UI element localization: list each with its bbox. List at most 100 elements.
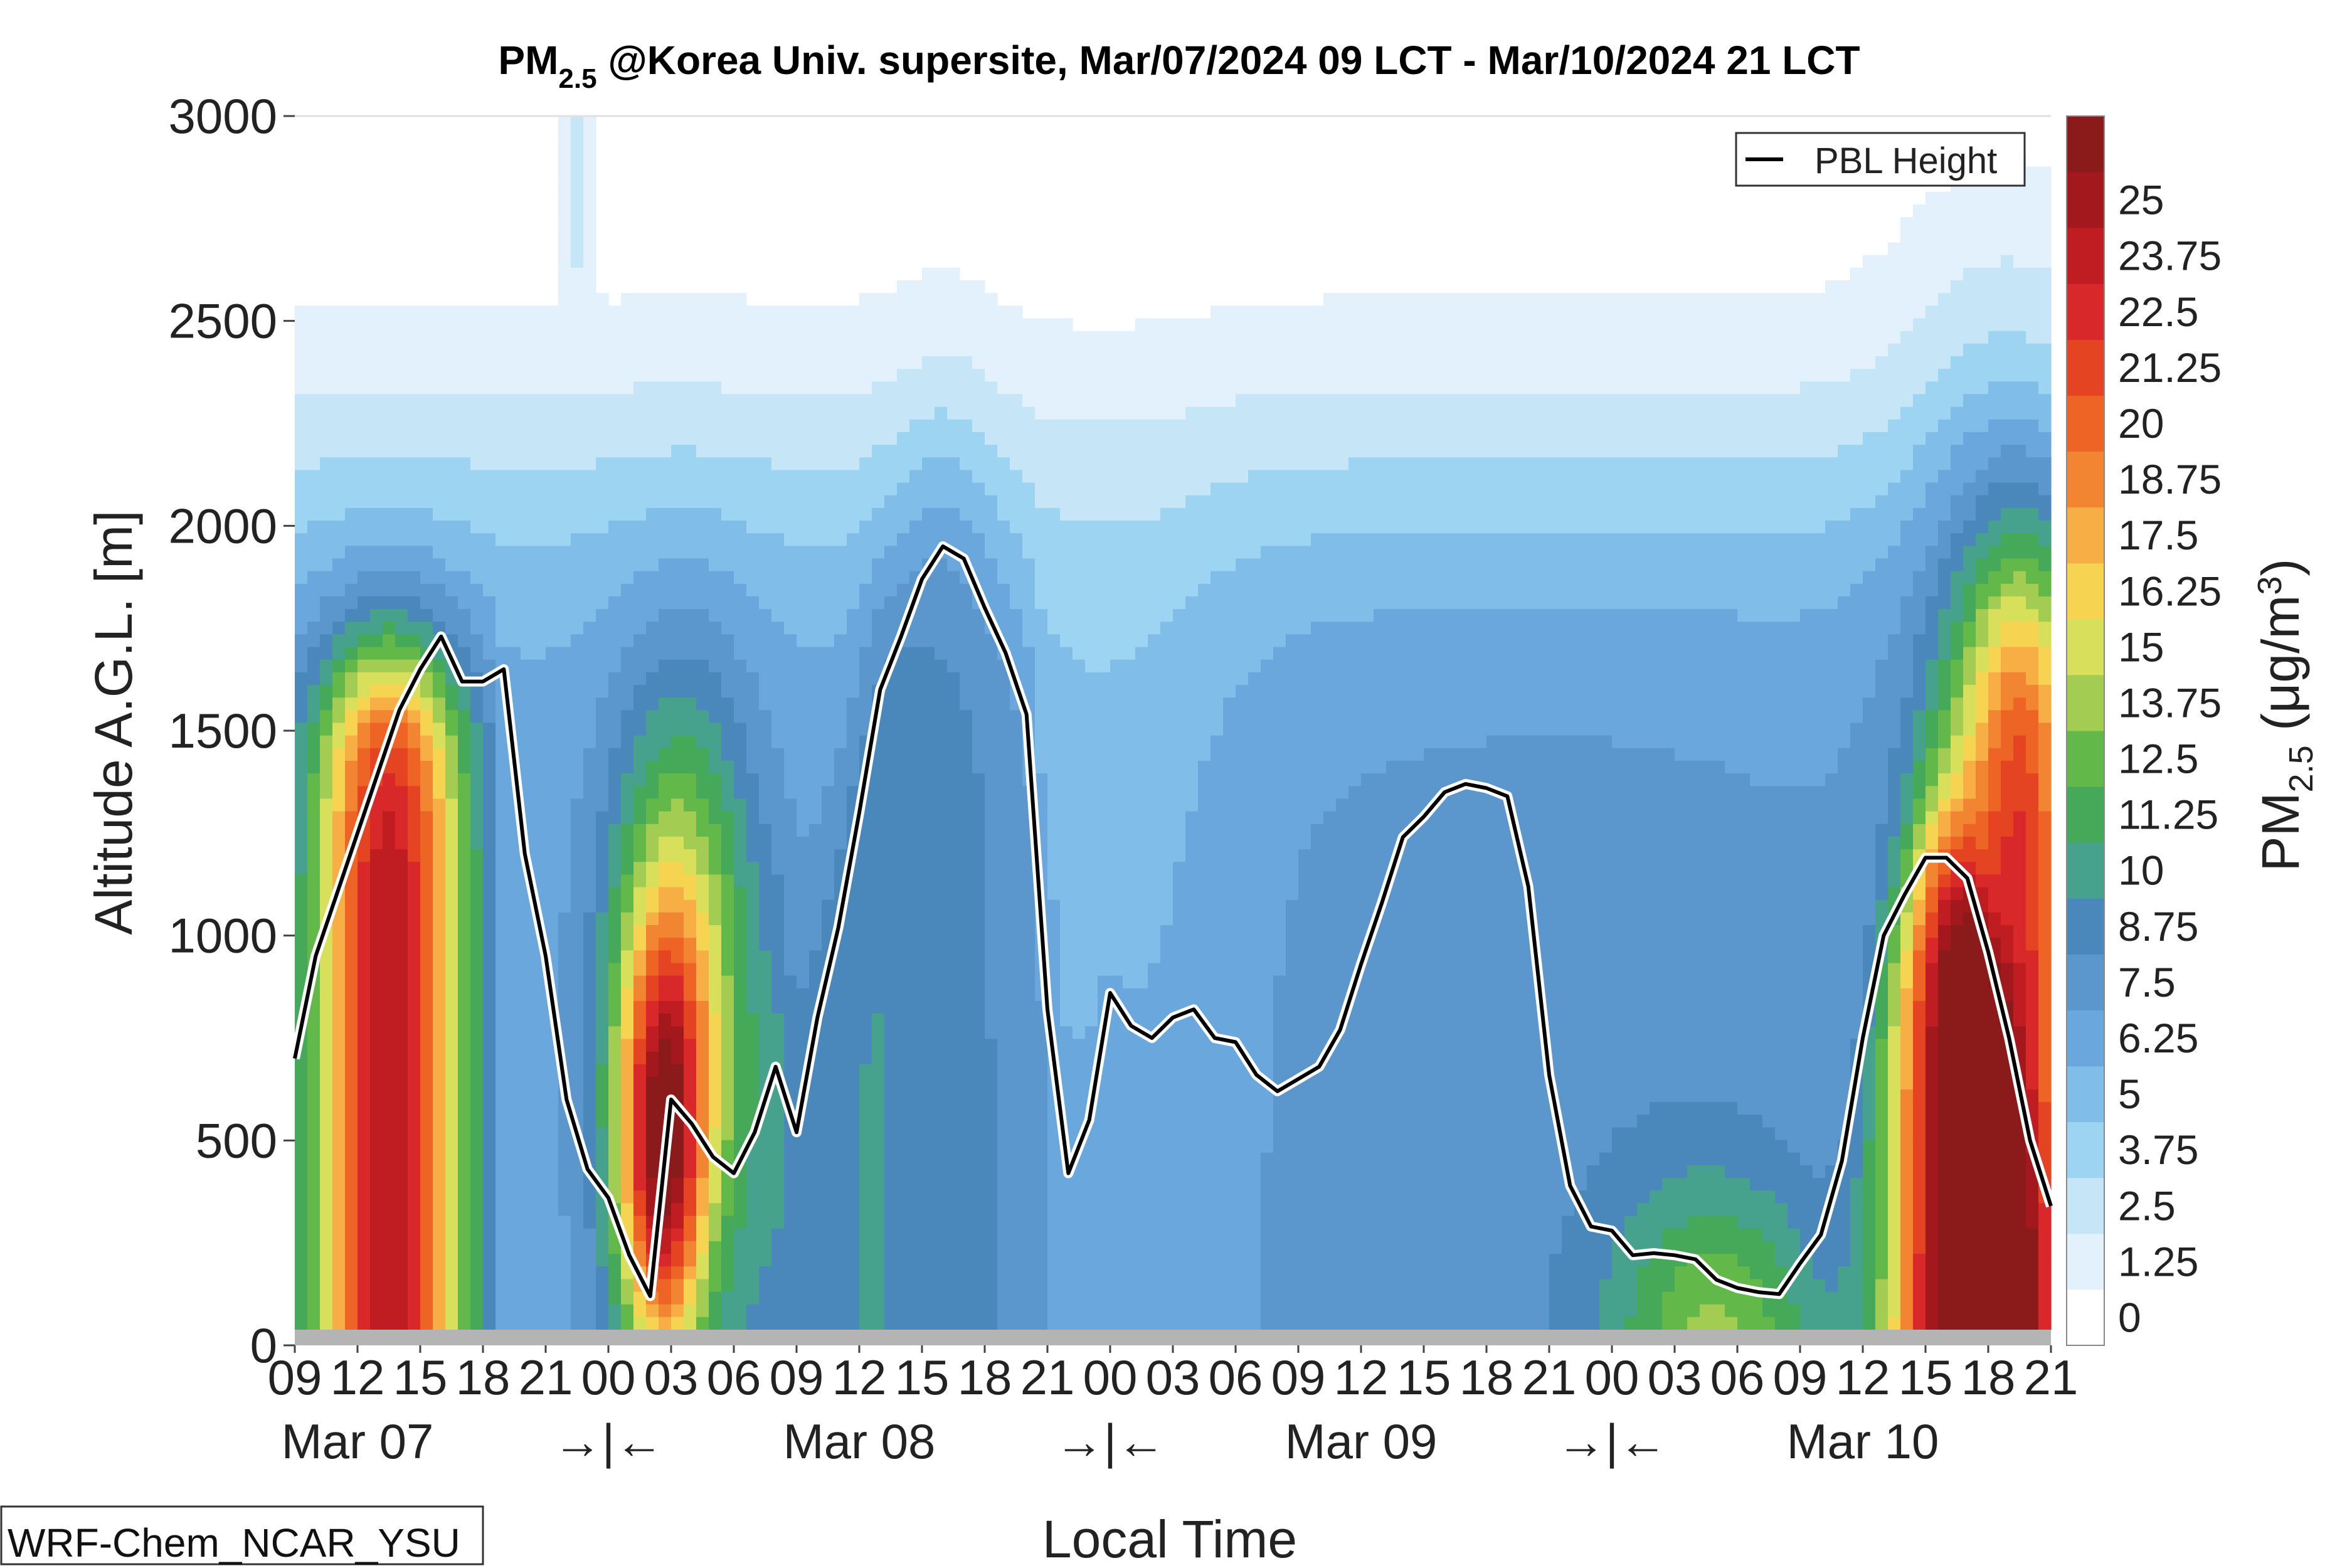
contour-cell	[696, 761, 709, 774]
contour-cell	[696, 748, 709, 761]
contour-cell	[684, 419, 697, 433]
contour-cell	[684, 862, 697, 875]
contour-cell	[684, 1076, 697, 1090]
contour-cell	[884, 811, 898, 825]
contour-cell	[922, 1152, 935, 1166]
contour-cell	[997, 356, 1010, 369]
contour-cell	[696, 609, 709, 622]
contour-cell	[1022, 445, 1036, 458]
contour-cell	[433, 672, 446, 686]
contour-cell	[433, 369, 446, 382]
contour-cell	[1047, 571, 1061, 585]
contour-cell	[320, 381, 333, 395]
contour-cell	[633, 1076, 647, 1090]
contour-cell	[558, 495, 571, 509]
contour-cell	[571, 710, 584, 724]
contour-cell	[721, 356, 734, 369]
contour-cell	[784, 1014, 797, 1027]
contour-cell	[307, 697, 320, 711]
contour-cell	[558, 394, 571, 408]
contour-cell	[1022, 1152, 1036, 1166]
contour-cell	[571, 1254, 584, 1267]
contour-cell	[847, 1228, 860, 1242]
contour-cell	[533, 546, 546, 559]
contour-cell	[834, 596, 847, 610]
contour-cell	[671, 925, 684, 938]
contour-cell	[358, 521, 371, 534]
contour-cell	[508, 558, 521, 572]
contour-cell	[909, 381, 923, 395]
contour-cell	[495, 824, 509, 837]
contour-cell	[458, 824, 471, 837]
contour-cell	[633, 495, 647, 509]
contour-cell	[859, 824, 872, 837]
contour-cell	[508, 988, 521, 1002]
contour-cell	[859, 533, 872, 546]
contour-cell	[709, 356, 722, 369]
contour-cell	[822, 470, 835, 484]
contour-cell	[709, 887, 722, 901]
contour-cell	[383, 836, 396, 850]
contour-cell	[909, 672, 923, 686]
contour-cell	[370, 735, 383, 749]
contour-cell	[671, 1039, 684, 1052]
contour-cell	[571, 141, 584, 155]
contour-cell	[721, 546, 734, 559]
contour-cell	[433, 521, 446, 534]
contour-cell	[859, 685, 872, 698]
contour-cell	[495, 1203, 509, 1217]
contour-cell	[295, 622, 308, 635]
contour-cell	[521, 710, 534, 724]
contour-cell	[960, 1266, 973, 1279]
contour-cell	[383, 369, 396, 382]
contour-cell	[633, 710, 647, 724]
contour-cell	[671, 849, 684, 862]
contour-cell	[684, 1228, 697, 1242]
contour-cell	[997, 836, 1010, 850]
contour-cell	[847, 723, 860, 736]
contour-cell	[571, 697, 584, 711]
contour-cell	[408, 406, 421, 420]
contour-cell	[608, 773, 622, 787]
contour-cell	[533, 1140, 546, 1153]
contour-cell	[358, 457, 371, 470]
contour-cell	[721, 1291, 734, 1305]
contour-cell	[370, 950, 383, 964]
contour-cell	[684, 482, 697, 496]
contour-cell	[721, 558, 734, 572]
contour-cell	[433, 596, 446, 610]
contour-cell	[546, 406, 559, 420]
contour-cell	[872, 318, 885, 332]
contour-cell	[771, 685, 785, 698]
contour-cell	[458, 786, 471, 800]
contour-cell	[709, 1203, 722, 1217]
contour-cell	[433, 811, 446, 825]
contour-cell	[458, 1241, 471, 1254]
contour-cell	[684, 975, 697, 989]
contour-cell	[320, 672, 333, 686]
contour-cell	[483, 406, 496, 420]
contour-cell	[1022, 1064, 1036, 1078]
contour-cell	[834, 419, 847, 433]
contour-cell	[822, 1039, 835, 1052]
contour-cell	[696, 1190, 709, 1204]
contour-cell	[872, 950, 885, 964]
contour-cell	[784, 521, 797, 534]
contour-cell	[621, 583, 634, 597]
contour-cell	[332, 1000, 346, 1014]
contour-cell	[1047, 824, 1061, 837]
contour-cell	[458, 685, 471, 698]
contour-cell	[1022, 470, 1036, 484]
contour-cell	[596, 1291, 609, 1305]
contour-cell	[872, 1026, 885, 1040]
contour-cell	[621, 950, 634, 964]
contour-cell	[546, 710, 559, 724]
contour-cell	[633, 533, 647, 546]
contour-cell	[696, 571, 709, 585]
contour-cell	[608, 1165, 622, 1179]
contour-cell	[935, 672, 948, 686]
contour-cell	[320, 786, 333, 800]
contour-cell	[546, 419, 559, 433]
contour-cell	[621, 419, 634, 433]
contour-cell	[872, 406, 885, 420]
